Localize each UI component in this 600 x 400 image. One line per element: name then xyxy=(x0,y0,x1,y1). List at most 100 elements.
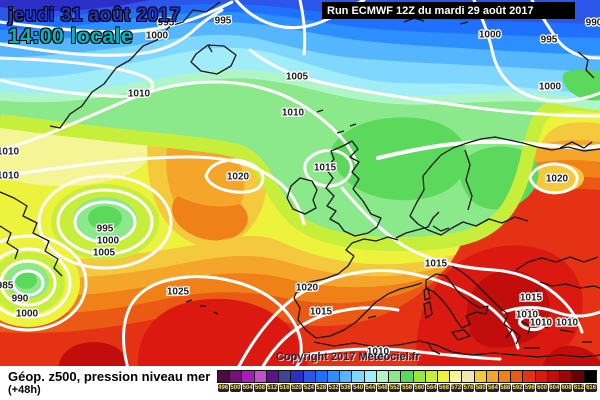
colorbar-value: 588 xyxy=(499,384,511,392)
colorbar-value: 580 xyxy=(475,384,487,392)
colorbar-cell xyxy=(279,370,292,383)
pressure-label: 1015 xyxy=(310,307,333,318)
colorbar-value: 552 xyxy=(389,384,401,392)
colorbar-cell xyxy=(547,370,561,383)
colorbar-cell xyxy=(535,370,548,383)
colorbar-cell xyxy=(511,370,524,383)
colorbar-value: 516 xyxy=(278,384,291,392)
colorbar-cell xyxy=(291,370,304,383)
pressure-label: 1010 xyxy=(367,347,390,358)
pressure-label: 1015 xyxy=(314,163,337,174)
colorbar-cell xyxy=(437,370,451,383)
colorbar-cell xyxy=(462,370,475,383)
colorbar-value: 560 xyxy=(413,384,426,392)
geopotential-field xyxy=(0,0,600,368)
model-run-bar: Run ECMWF 12Z du mardi 29 août 2017 xyxy=(322,2,575,19)
legend-title: Géop. z500, pression niveau mer xyxy=(8,369,211,384)
colorbar-value: 508 xyxy=(254,384,266,392)
colorbar-cell xyxy=(560,370,573,383)
colorbar-cell xyxy=(315,370,328,383)
colorbar-cell xyxy=(230,370,243,383)
colorbar-value: 592 xyxy=(511,384,524,392)
colorbar-cell xyxy=(340,370,353,383)
model-run-text: Run ECMWF 12Z du mardi 29 août 2017 xyxy=(327,4,534,17)
colorbar-value: 576 xyxy=(462,384,475,392)
colorbar-cell xyxy=(389,370,402,383)
colorbar-value: 564 xyxy=(426,384,438,392)
colorbar-cell xyxy=(266,370,280,383)
colorbar: 496 500 504 508 512 516 520 524 528 532 536 540 544 5… xyxy=(217,370,597,392)
pressure-label: 995 xyxy=(158,18,175,29)
pressure-label: 1005 xyxy=(93,248,116,259)
colorbar-cell xyxy=(352,370,365,383)
colorbar-value: 500 xyxy=(229,384,242,392)
colorbar-value: 536 xyxy=(340,384,352,392)
pressure-label: 1020 xyxy=(546,174,569,185)
pressure-label: 1000 xyxy=(146,31,169,42)
pressure-label: 1020 xyxy=(296,283,319,294)
forecast-step: (+48h) xyxy=(8,384,41,396)
pressure-label: 1010 xyxy=(556,318,579,329)
colorbar-value: 544 xyxy=(364,384,376,392)
colorbar-value: 612 xyxy=(573,384,585,392)
pressure-label: 1015 xyxy=(425,259,448,270)
colorbar-cell xyxy=(413,370,426,383)
pressure-label: 1010 xyxy=(0,147,20,158)
colorbar-value: 604 xyxy=(548,384,560,392)
colorbar-value: 528 xyxy=(315,384,327,392)
colorbar-cell xyxy=(523,370,536,383)
colorbar-value: 524 xyxy=(303,384,315,392)
pressure-label: 990 xyxy=(12,294,29,305)
colorbar-cell xyxy=(450,370,463,383)
pressure-label: 1005 xyxy=(286,72,309,83)
colorbar-cells xyxy=(217,370,597,383)
colorbar-value: 520 xyxy=(291,384,303,392)
pressure-label: 995 xyxy=(97,224,114,235)
pressure-labels: 9951000995990100099510001005101010101010… xyxy=(0,14,600,358)
colorbar-value: 512 xyxy=(266,384,278,392)
colorbar-value: 608 xyxy=(560,384,573,392)
pressure-label: 1000 xyxy=(479,30,502,41)
isobar-contours xyxy=(0,0,600,368)
pressure-label: 1010 xyxy=(282,108,305,119)
colorbar-value: 548 xyxy=(376,384,389,392)
colorbar-value: 616 xyxy=(585,384,597,392)
colorbar-cell xyxy=(486,370,500,383)
pressure-label: 1000 xyxy=(97,236,120,247)
colorbar-cell xyxy=(376,370,390,383)
colorbar-value: 568 xyxy=(438,384,450,392)
colorbar-value: 572 xyxy=(450,384,462,392)
colorbar-cell xyxy=(401,370,414,383)
pressure-label: 1000 xyxy=(16,309,39,320)
colorbar-cell xyxy=(584,370,597,383)
colorbar-value: 600 xyxy=(536,384,548,392)
forecast-date: jeudi 31 août 2017 xyxy=(8,5,181,26)
colorbar-cell xyxy=(364,370,377,383)
legend-bar: Géop. z500, pression niveau mer (+48h) 4… xyxy=(0,366,600,400)
colorbar-cell xyxy=(572,370,585,383)
colorbar-cell xyxy=(303,370,316,383)
pressure-label: 1015 xyxy=(520,293,543,304)
colorbar-value: 584 xyxy=(487,384,499,392)
colorbar-value: 556 xyxy=(401,384,413,392)
colorbar-value: 496 xyxy=(217,384,229,392)
pressure-label: 1010 xyxy=(128,89,151,100)
colorbar-cell xyxy=(242,370,255,383)
copyright-text: Copyright 2017 Meteociel.fr xyxy=(276,351,420,363)
colorbar-value: 596 xyxy=(524,384,536,392)
colorbar-values: 496 500 504 508 512 516 520 524 528 532 536 540 544 5… xyxy=(217,384,597,392)
colorbar-cell xyxy=(327,370,341,383)
colorbar-cell xyxy=(254,370,267,383)
pressure-label: 985 xyxy=(0,281,14,292)
colorbar-cell xyxy=(425,370,438,383)
colorbar-value: 532 xyxy=(327,384,340,392)
pressure-label: 1000 xyxy=(539,82,562,93)
colorbar-value: 504 xyxy=(242,384,254,392)
colorbar-cell xyxy=(474,370,487,383)
colorbar-cell xyxy=(217,370,231,383)
pressure-label: 1010 xyxy=(516,310,539,321)
forecast-time: 14:00 locale xyxy=(8,24,134,48)
pressure-label: 990 xyxy=(586,18,600,29)
pressure-label: 995 xyxy=(215,16,232,27)
